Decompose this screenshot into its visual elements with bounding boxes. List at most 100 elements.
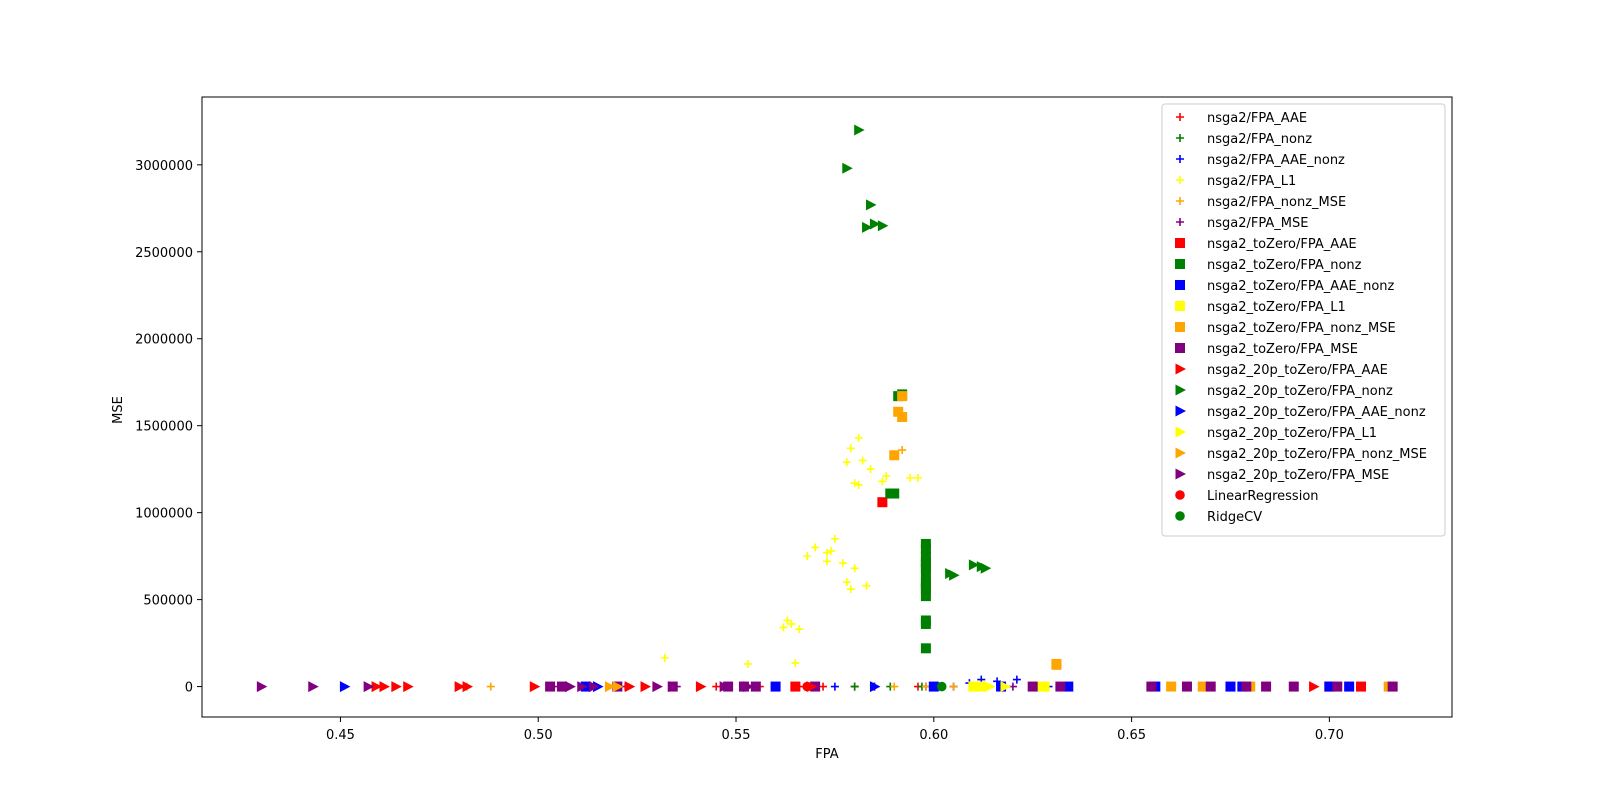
data-point	[1181, 681, 1192, 692]
data-point	[869, 681, 881, 693]
series-group	[968, 681, 1012, 693]
data-point	[936, 681, 947, 692]
data-point	[846, 585, 855, 594]
data-point	[823, 548, 831, 557]
legend-box	[1161, 103, 1446, 537]
data-point	[920, 538, 931, 549]
legend-marker	[1175, 343, 1185, 353]
legend-label: nsga2_toZero/FPA_L1	[1207, 300, 1346, 315]
data-point	[640, 681, 652, 693]
legend-label: nsga2/FPA_MSE	[1207, 216, 1308, 231]
data-point	[791, 659, 800, 668]
legend-label: RidgeCV	[1207, 510, 1262, 525]
data-point	[604, 681, 616, 693]
y-tick-label: 3000000	[135, 159, 193, 174]
data-point	[976, 681, 987, 692]
data-point	[882, 472, 891, 481]
data-point	[379, 681, 390, 693]
x-axis-title: FPA	[815, 747, 838, 762]
data-point	[462, 681, 474, 693]
data-point	[1055, 681, 1066, 692]
data-point	[819, 682, 828, 691]
data-point	[889, 450, 900, 461]
legend-marker	[1176, 155, 1184, 163]
data-point	[1241, 681, 1252, 692]
legend-marker	[1175, 238, 1185, 248]
data-point	[577, 681, 588, 693]
data-point	[862, 221, 873, 233]
data-point	[890, 682, 899, 691]
legend-marker	[1176, 197, 1184, 205]
data-point	[743, 681, 754, 693]
data-point	[854, 480, 863, 489]
legend-label: nsga2_toZero/FPA_AAE_nonz	[1207, 279, 1395, 294]
x-tick-label: 0.60	[919, 728, 948, 743]
data-point	[363, 681, 375, 693]
data-point	[1332, 681, 1343, 692]
data-point	[1288, 681, 1299, 692]
y-tick-label: 1000000	[135, 507, 193, 522]
data-point	[920, 580, 931, 591]
data-point	[486, 682, 495, 691]
data-point	[842, 162, 853, 174]
data-point	[1000, 681, 1012, 693]
legend-marker	[1175, 280, 1185, 290]
data-point	[866, 465, 875, 474]
legend-marker	[1175, 447, 1186, 459]
data-point	[660, 653, 669, 662]
series-layer	[256, 124, 1398, 693]
data-point	[823, 557, 831, 566]
data-point	[877, 220, 889, 232]
legend-marker	[1175, 405, 1186, 417]
data-point	[1051, 659, 1062, 670]
data-point	[1146, 681, 1157, 692]
data-point	[854, 433, 863, 442]
legend-label: nsga2_20p_toZero/FPA_AAE_nonz	[1207, 405, 1426, 420]
data-point	[779, 623, 788, 632]
y-axis: 0 500000 1000000 1500000 2000000 2500000 30000…	[135, 159, 202, 696]
data-point	[719, 681, 731, 693]
data-point	[802, 681, 813, 692]
data-point	[589, 681, 600, 693]
data-point	[308, 681, 319, 693]
data-point	[1356, 681, 1367, 692]
data-point	[850, 479, 859, 488]
legend-label: nsga2/FPA_L1	[1207, 174, 1296, 189]
data-point	[898, 446, 907, 455]
data-point	[803, 552, 812, 561]
data-point	[920, 544, 931, 555]
legend-label: nsga2_20p_toZero/FPA_nonz	[1207, 384, 1393, 399]
data-point	[811, 543, 820, 552]
data-point	[928, 681, 939, 692]
data-point	[695, 681, 707, 693]
data-point	[556, 681, 567, 692]
data-point	[984, 681, 996, 693]
data-point	[862, 581, 871, 590]
data-point	[783, 616, 792, 625]
data-point	[920, 559, 931, 570]
data-point	[889, 488, 900, 499]
data-point	[1205, 681, 1216, 692]
data-point	[897, 412, 908, 422]
data-point	[770, 681, 781, 692]
series-group	[936, 681, 947, 692]
legend-label: nsga2_toZero/FPA_MSE	[1207, 342, 1358, 357]
data-point	[838, 559, 847, 568]
data-point	[1027, 681, 1038, 692]
data-point	[1063, 681, 1074, 692]
data-point	[790, 681, 801, 692]
y-tick-label: 2500000	[135, 246, 193, 261]
data-point	[391, 681, 402, 693]
legend-marker	[1175, 426, 1186, 438]
legend-marker	[1175, 490, 1185, 500]
data-point	[913, 473, 922, 482]
y-axis-title: MSE	[111, 396, 126, 424]
legend-marker	[1175, 363, 1186, 375]
x-tick-label: 0.70	[1315, 728, 1344, 743]
data-point	[1309, 681, 1320, 693]
data-point	[1039, 681, 1050, 692]
legend-label: nsga2/FPA_AAE_nonz	[1207, 153, 1345, 168]
data-point	[787, 619, 796, 628]
data-point	[668, 681, 679, 693]
